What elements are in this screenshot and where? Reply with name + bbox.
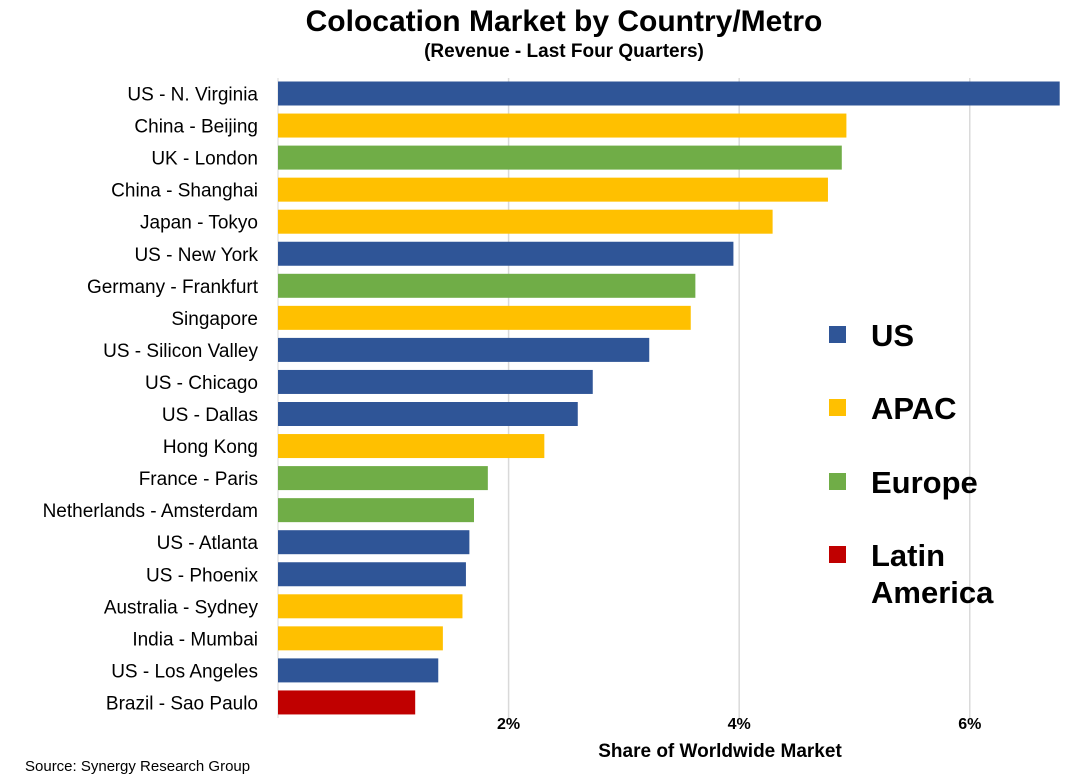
bar — [278, 209, 773, 234]
category-label: US - Los Angeles — [111, 661, 258, 682]
bar — [278, 594, 463, 619]
bar — [278, 177, 828, 202]
legend: US APAC Europe Latin America — [829, 318, 994, 610]
bar — [278, 530, 470, 555]
category-label: China - Shanghai — [111, 181, 258, 202]
bar — [278, 466, 488, 491]
category-label: Brazil - Sao Paulo — [106, 693, 258, 714]
category-label: US - Atlanta — [157, 533, 259, 554]
category-labels: US - N. Virginia China - Beijing UK - Lond… — [43, 85, 259, 715]
source-note: Source: Synergy Research Group — [25, 758, 250, 775]
category-label: India - Mumbai — [132, 629, 258, 650]
bar — [278, 690, 416, 715]
category-label: Hong Kong — [163, 437, 258, 458]
category-label: US - N. Virginia — [127, 85, 258, 106]
bar — [278, 337, 650, 362]
legend-label: US — [871, 318, 914, 353]
x-tick-label: 6% — [958, 716, 981, 733]
category-label: UK - London — [151, 149, 258, 170]
category-label: Singapore — [171, 309, 258, 330]
chart-title: Colocation Market by Country/Metro — [306, 5, 823, 38]
x-axis-ticks: 2% 4% 6% — [497, 716, 981, 733]
bar — [278, 369, 593, 394]
bar — [278, 241, 734, 266]
bars — [278, 81, 1060, 715]
category-label: US - Dallas — [162, 405, 258, 426]
legend-swatch — [829, 326, 846, 343]
category-label: Australia - Sydney — [104, 597, 259, 618]
chart-subtitle: (Revenue - Last Four Quarters) — [424, 41, 704, 62]
bar — [278, 402, 578, 426]
x-tick-label: 2% — [497, 716, 520, 733]
bar — [278, 434, 545, 459]
category-label: France - Paris — [139, 469, 258, 490]
legend-swatch — [829, 546, 846, 563]
bar — [278, 113, 847, 138]
category-label: Netherlands - Amsterdam — [43, 501, 258, 522]
legend-label: APAC — [871, 391, 957, 426]
category-label: US - Chicago — [145, 373, 258, 394]
x-axis-title: Share of Worldwide Market — [598, 741, 842, 762]
legend-label: Europe — [871, 465, 978, 500]
bar — [278, 273, 696, 298]
bar — [278, 145, 842, 170]
category-label: China - Beijing — [134, 117, 258, 138]
category-label: US - New York — [134, 245, 258, 266]
bar — [278, 81, 1060, 106]
bar — [278, 658, 439, 683]
category-label: US - Phoenix — [146, 565, 258, 586]
bar — [278, 626, 443, 651]
bar — [278, 498, 474, 523]
x-tick-label: 4% — [728, 716, 751, 733]
category-label: Japan - Tokyo — [140, 213, 258, 234]
category-label: US - Silicon Valley — [103, 341, 258, 362]
category-label: Germany - Frankfurt — [87, 277, 259, 298]
legend-swatch — [829, 473, 846, 490]
legend-swatch — [829, 399, 846, 416]
bar — [278, 562, 466, 587]
bar — [278, 305, 691, 330]
gridlines — [277, 78, 971, 718]
legend-label: Latin America — [871, 538, 994, 610]
